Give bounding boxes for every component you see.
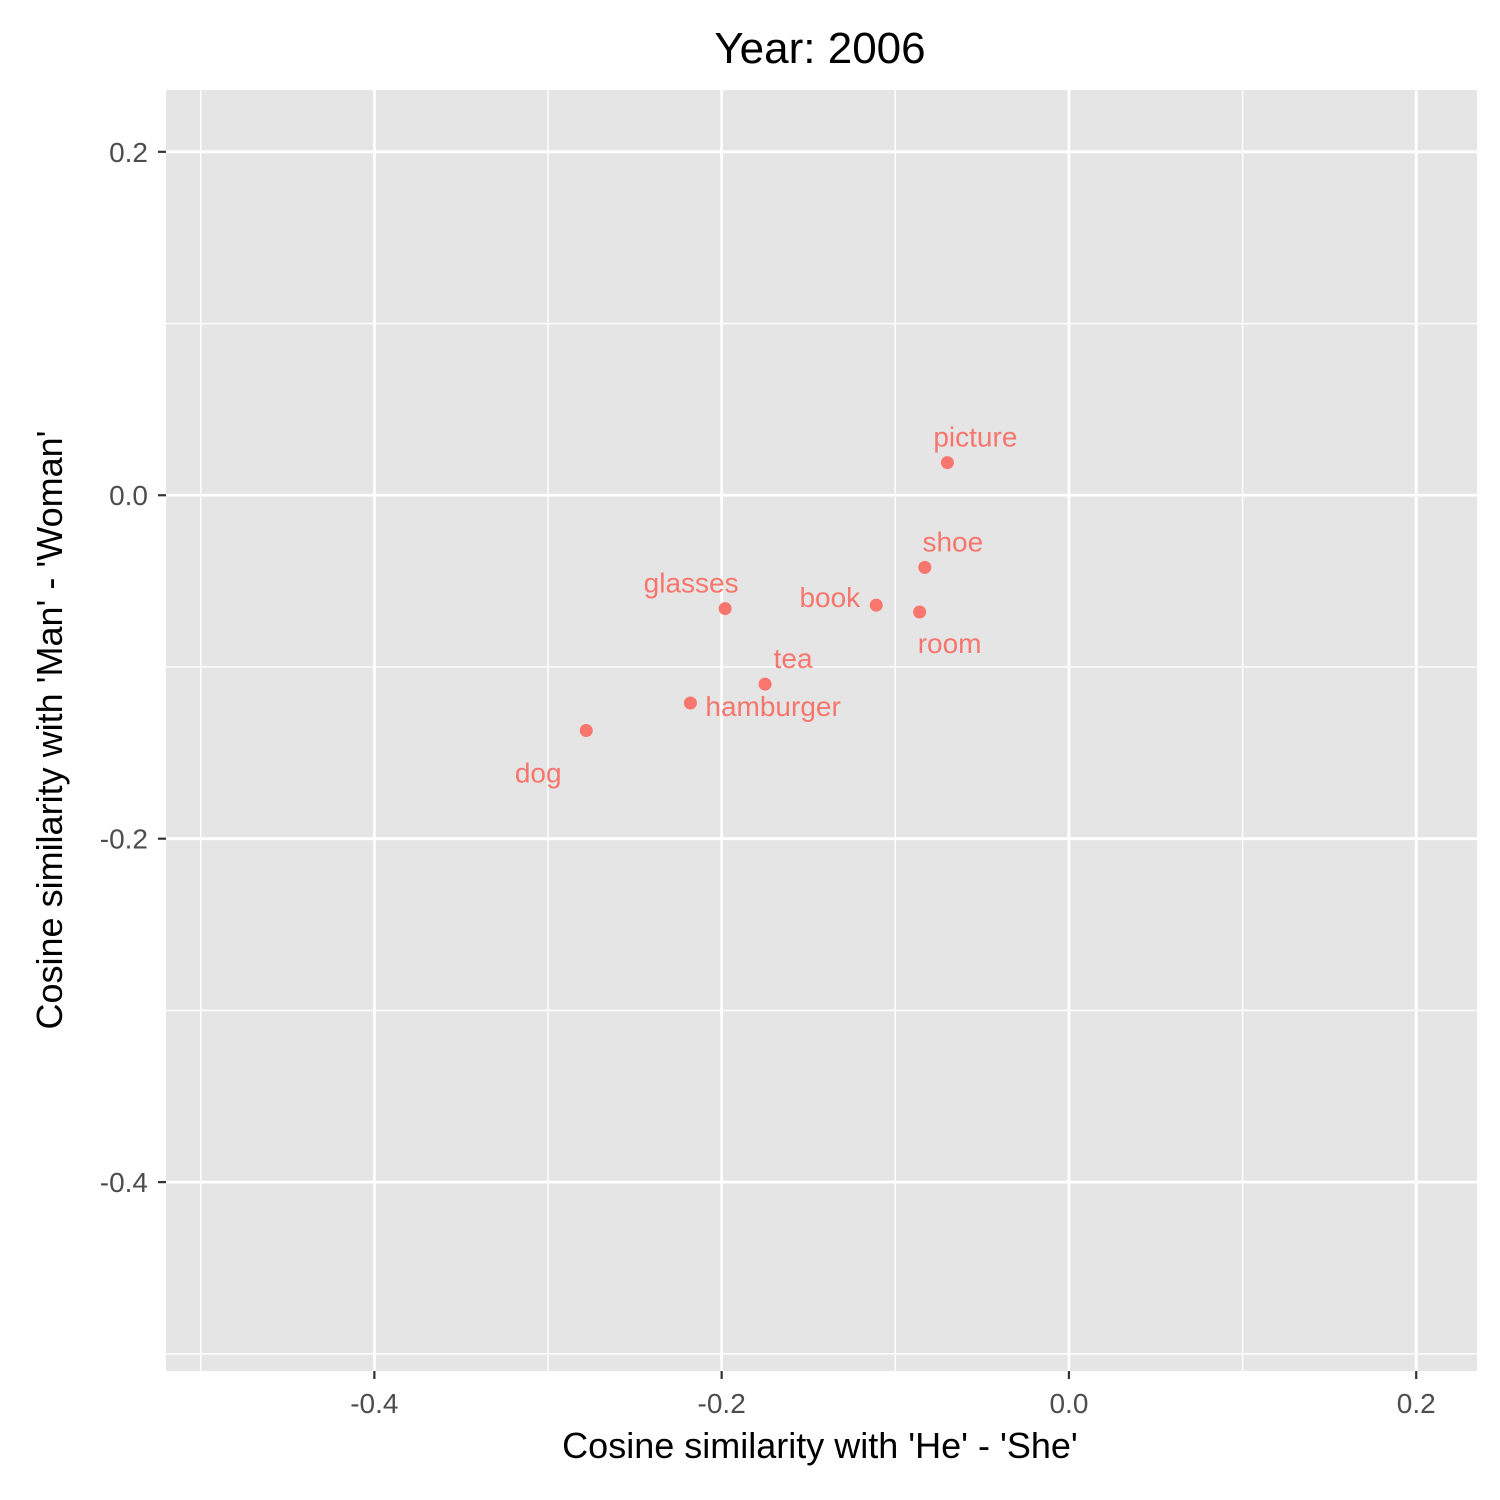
x-tick-label: -0.4	[350, 1388, 398, 1419]
data-point-hamburger	[683, 696, 697, 710]
plot-panel	[166, 90, 1477, 1371]
y-tick-label: -0.4	[100, 1167, 148, 1198]
y-tick-label: -0.2	[100, 824, 148, 855]
point-label-shoe: shoe	[922, 526, 983, 557]
data-point-room	[913, 605, 927, 619]
data-point-book	[869, 598, 883, 612]
data-point-shoe	[918, 560, 932, 574]
point-label-tea: tea	[774, 643, 813, 674]
y-tick-label: 0.0	[109, 480, 148, 511]
data-point-glasses	[718, 602, 732, 616]
x-tick-label: 0.2	[1397, 1388, 1436, 1419]
point-label-book: book	[799, 582, 861, 613]
x-tick-label: 0.0	[1049, 1388, 1088, 1419]
y-tick-label: 0.2	[109, 137, 148, 168]
chart-title: Year: 2006	[714, 24, 925, 73]
x-axis: -0.4 -0.2 0.0 0.2	[350, 1371, 1436, 1419]
point-label-room: room	[918, 628, 982, 659]
y-axis: 0.2 0.0 -0.2 -0.4	[100, 137, 166, 1198]
point-label-glasses: glasses	[644, 568, 739, 599]
data-point-tea	[758, 677, 772, 691]
point-label-picture: picture	[933, 422, 1017, 453]
point-label-dog: dog	[515, 758, 562, 789]
data-points	[579, 456, 954, 737]
panel-background	[166, 90, 1477, 1371]
x-tick-label: -0.2	[698, 1388, 746, 1419]
data-point-picture	[940, 456, 954, 470]
point-label-hamburger: hamburger	[705, 691, 840, 722]
y-axis-title: Cosine similarity with 'Man' - 'Woman'	[29, 431, 70, 1030]
data-point-dog	[579, 724, 593, 737]
x-axis-title: Cosine similarity with 'He' - 'She'	[562, 1425, 1078, 1466]
data-labels: picture shoe room book glasses tea hamburger do…	[515, 422, 1018, 789]
